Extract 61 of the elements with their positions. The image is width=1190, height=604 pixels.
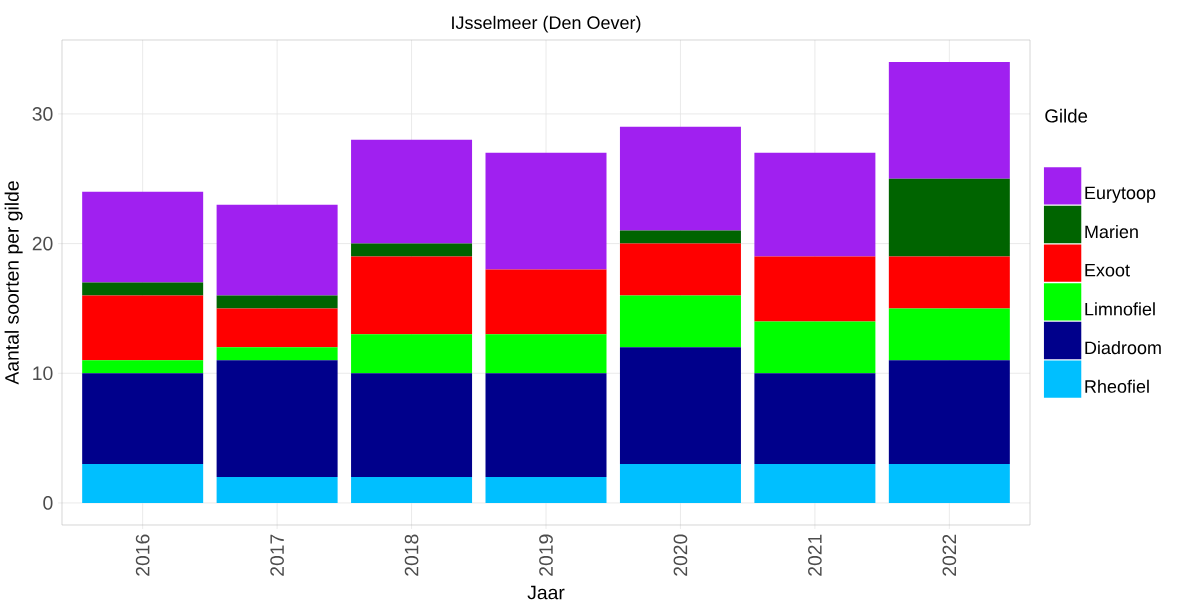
- bar: [619, 347, 741, 465]
- bar: [82, 295, 204, 361]
- bar: [485, 269, 607, 335]
- bar: [754, 152, 876, 257]
- bar: [216, 308, 338, 348]
- bar: [619, 295, 741, 348]
- bar: [619, 243, 741, 296]
- bar: [754, 321, 876, 374]
- bar: [351, 243, 473, 257]
- bar: [485, 334, 607, 374]
- bar: [485, 477, 607, 504]
- bar: [888, 464, 1010, 504]
- x-axis-title: Jaar: [527, 585, 565, 600]
- bar: [351, 139, 473, 244]
- x-tick-label: 2021: [808, 534, 822, 576]
- bar: [485, 373, 607, 478]
- x-tick-label: 2018: [404, 534, 419, 576]
- bar: [485, 152, 607, 270]
- legend-label: Diadroom: [1085, 341, 1161, 355]
- legend-label: Rheofiel: [1085, 379, 1149, 393]
- bar: [351, 477, 473, 504]
- bar: [351, 334, 473, 374]
- bar: [82, 464, 204, 504]
- y-axis-title: Aantal soorten per gilde: [4, 181, 23, 385]
- bar: [216, 204, 338, 296]
- bar: [619, 126, 741, 231]
- bar: [351, 256, 473, 335]
- y-tick-label: 0: [43, 496, 53, 510]
- bar: [888, 308, 1010, 361]
- bar: [216, 360, 338, 478]
- x-tick-label: 2019: [539, 534, 553, 576]
- x-tick-label: 2022: [942, 534, 957, 576]
- bar: [216, 477, 338, 504]
- y-tick-label: 10: [33, 366, 53, 381]
- y-tick-label: 20: [32, 236, 53, 251]
- legend-title: Gilde: [1045, 108, 1088, 123]
- bar: [619, 464, 741, 504]
- y-tick-label: 30: [32, 107, 53, 121]
- bar: [888, 360, 1010, 465]
- x-tick-label: 2020: [673, 534, 688, 576]
- bar: [82, 282, 204, 296]
- bar: [216, 295, 338, 309]
- bar: [754, 464, 876, 504]
- bar: [888, 256, 1010, 309]
- x-tick-label: 2016: [135, 534, 150, 576]
- legend-label: Limnofiel: [1085, 302, 1155, 316]
- chart-title: IJsselmeer (Den Oever): [452, 15, 641, 33]
- bar: [619, 230, 741, 244]
- legend-label: Marien: [1085, 225, 1138, 239]
- legend-label: Exoot: [1085, 264, 1130, 277]
- bar: [754, 373, 876, 465]
- legend-label: Eurytoop: [1085, 186, 1156, 203]
- bar: [351, 373, 473, 478]
- x-tick-label: 2017: [270, 534, 284, 576]
- bar: [888, 62, 1010, 179]
- bar: [82, 373, 204, 465]
- bar: [754, 256, 876, 322]
- bar: [216, 347, 338, 361]
- bar: [82, 191, 204, 283]
- bar: [82, 360, 204, 374]
- bar: [888, 178, 1010, 257]
